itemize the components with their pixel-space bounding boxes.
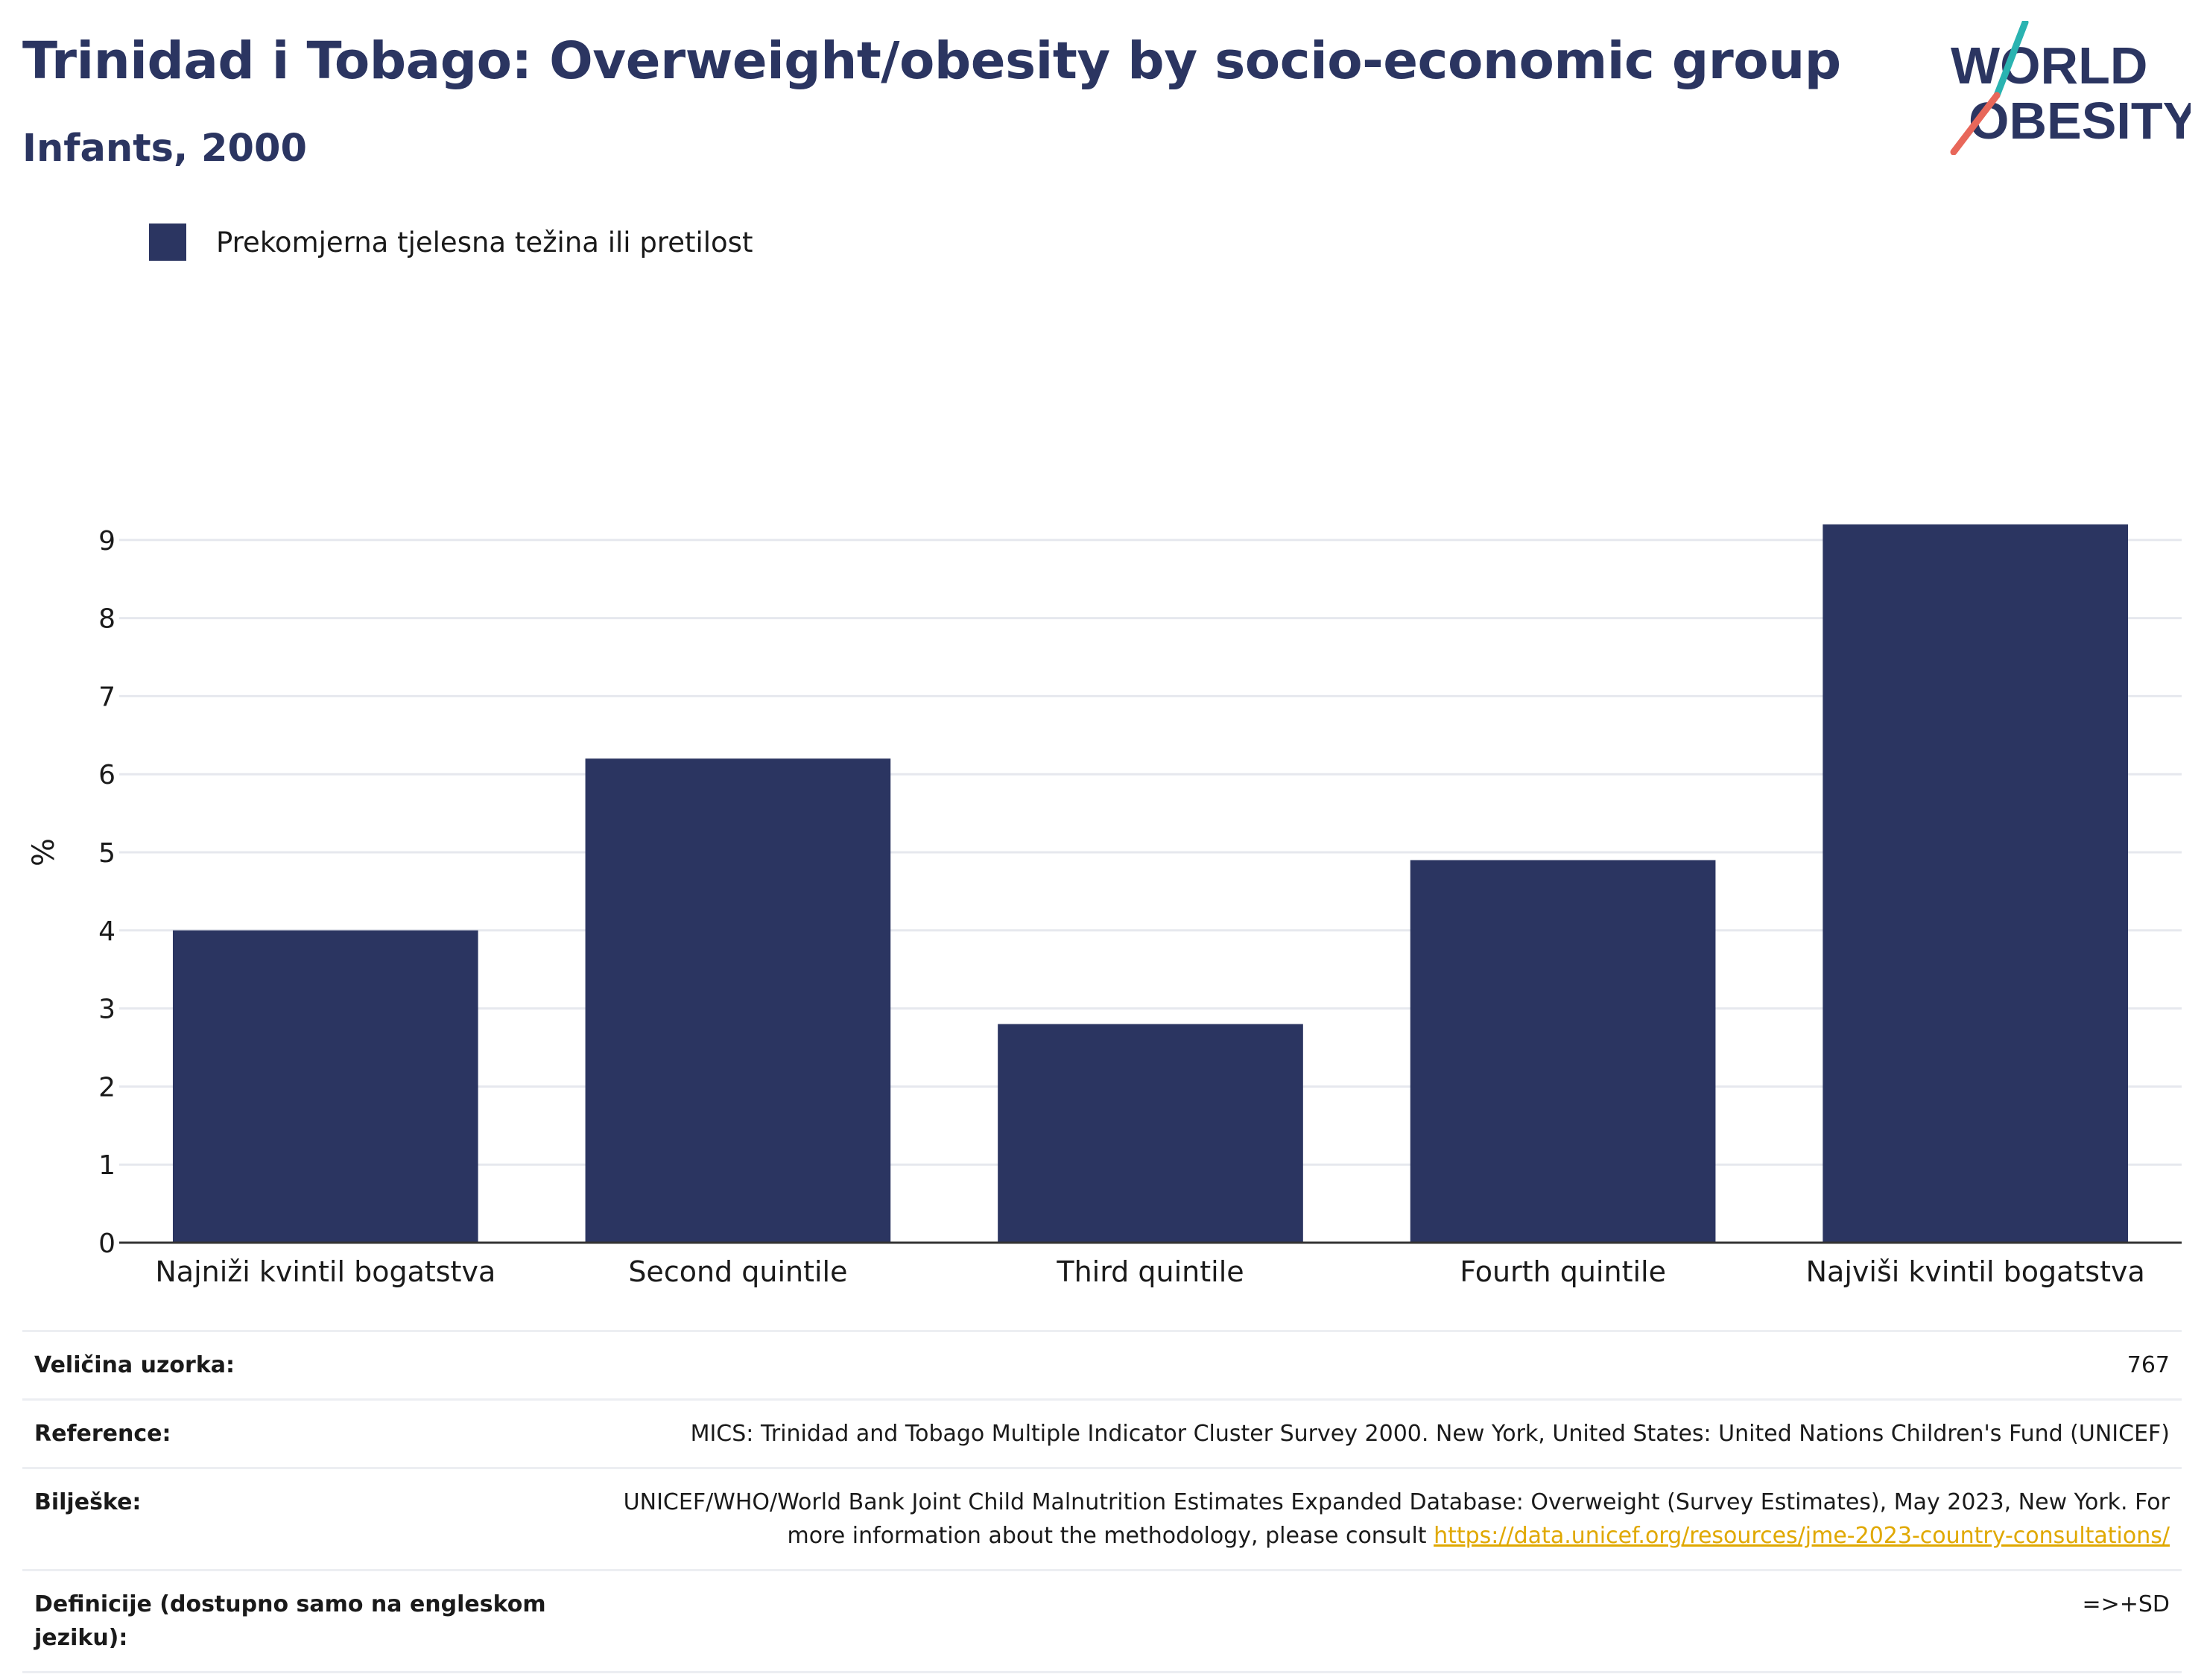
info-table: Veličina uzorka: 767 Reference: MICS: Tr… xyxy=(22,1330,2182,1673)
y-tick-label: 2 xyxy=(98,1072,115,1103)
y-axis-label: % xyxy=(27,838,61,866)
legend-swatch xyxy=(149,224,186,261)
y-tick-label: 1 xyxy=(98,1150,115,1181)
y-tick-label: 8 xyxy=(98,604,115,635)
sample-size-label: Veličina uzorka: xyxy=(22,1330,568,1400)
info-row-definitions: Definicije (dostupno samo na engleskom j… xyxy=(22,1569,2182,1673)
info-row-notes: Bilješke: UNICEF/WHO/World Bank Joint Ch… xyxy=(22,1467,2182,1570)
logo-word-world: WORLD xyxy=(1951,37,2147,95)
x-tick-label: Second quintile xyxy=(628,1255,847,1288)
x-tick-label: Fourth quintile xyxy=(1460,1255,1666,1288)
y-tick-label: 3 xyxy=(98,995,115,1025)
bar xyxy=(1823,524,2129,1243)
legend-label: Prekomjerna tjelesna težina ili pretilos… xyxy=(216,226,753,259)
world-obesity-logo: WORLD OBESITY xyxy=(1950,21,2191,155)
bar-chart: 0 1 2 3 4 5 6 7 8 9% Najniži kvintil bogatstva Seco… xyxy=(27,524,2182,1288)
chart-subtitle: Infants, 2000 xyxy=(22,127,308,171)
sample-size-value: 767 xyxy=(568,1330,2182,1400)
info-row-sample-size: Veličina uzorka: 767 xyxy=(22,1330,2182,1400)
definitions-value: =>+SD xyxy=(568,1569,2182,1673)
y-tick-label: 6 xyxy=(98,760,115,790)
info-row-reference: Reference: MICS: Trinidad and Tobago Mul… xyxy=(22,1398,2182,1468)
definitions-label: Definicije (dostupno samo na engleskom j… xyxy=(22,1569,568,1673)
notes-text: UNICEF/WHO/World Bank Joint Child Malnut… xyxy=(623,1489,2170,1549)
bar xyxy=(1410,860,1716,1243)
x-tick-label: Najniži kvintil bogatstva xyxy=(155,1255,495,1288)
y-tick-label: 9 xyxy=(98,526,115,557)
methodology-link[interactable]: https://data.unicef.org/resources/jme-20… xyxy=(1434,1523,2170,1549)
chart-legend: Prekomjerna tjelesna težina ili pretilos… xyxy=(149,220,753,264)
y-tick-label: 0 xyxy=(98,1229,115,1259)
logo-slash-bottom xyxy=(1950,92,2001,155)
x-tick-label: Najviši kvintil bogatstva xyxy=(1806,1255,2145,1288)
y-tick-label: 5 xyxy=(98,838,115,869)
logo-slash-top xyxy=(1993,21,2029,99)
bar xyxy=(585,758,891,1243)
logo-word-obesity: OBESITY xyxy=(1969,92,2191,150)
reference-label: Reference: xyxy=(22,1398,568,1468)
notes-value: UNICEF/WHO/World Bank Joint Child Malnut… xyxy=(568,1467,2182,1570)
chart-title: Trinidad i Tobago: Overweight/obesity by… xyxy=(22,31,1841,91)
x-tick-label: Third quintile xyxy=(1056,1255,1244,1288)
reference-value: MICS: Trinidad and Tobago Multiple Indic… xyxy=(568,1398,2182,1468)
notes-label: Bilješke: xyxy=(22,1467,568,1570)
y-tick-label: 7 xyxy=(98,682,115,712)
bar xyxy=(172,930,478,1243)
bar xyxy=(998,1024,1303,1243)
y-tick-label: 4 xyxy=(98,916,115,947)
